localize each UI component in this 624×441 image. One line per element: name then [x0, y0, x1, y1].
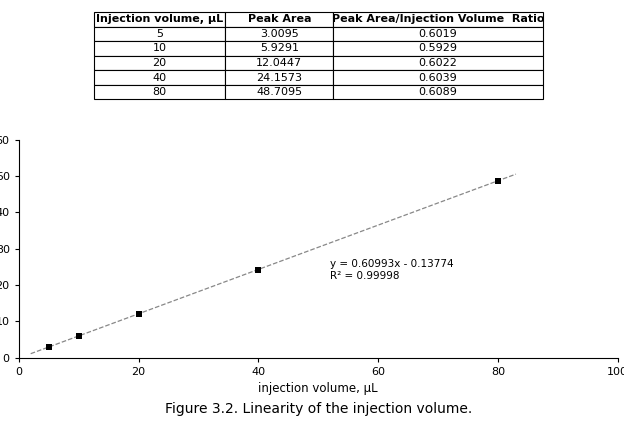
Text: y = 0.60993x - 0.13774
R² = 0.99998: y = 0.60993x - 0.13774 R² = 0.99998 — [330, 259, 454, 281]
Point — [493, 177, 503, 184]
X-axis label: injection volume, μL: injection volume, μL — [258, 382, 378, 395]
Point — [74, 333, 84, 340]
Point — [134, 310, 144, 318]
Text: Figure 3.2. Linearity of the injection volume.: Figure 3.2. Linearity of the injection v… — [165, 403, 472, 416]
Point — [253, 266, 263, 273]
Point — [44, 343, 54, 350]
